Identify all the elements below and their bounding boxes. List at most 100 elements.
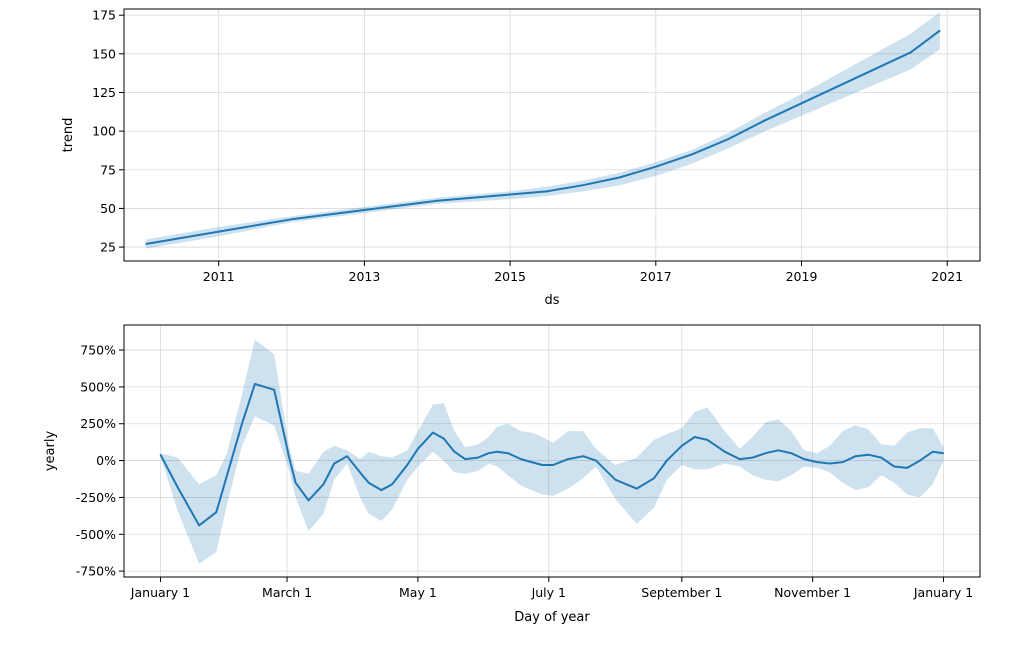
x-tick-label: 2013 bbox=[349, 269, 381, 284]
data-point bbox=[582, 455, 584, 457]
data-point bbox=[177, 486, 179, 488]
data-point bbox=[322, 483, 325, 485]
data-point bbox=[295, 482, 297, 484]
series-line bbox=[145, 29, 941, 245]
data-point bbox=[218, 231, 220, 233]
data-point bbox=[681, 445, 683, 447]
data-point bbox=[939, 30, 941, 32]
data-point bbox=[582, 184, 584, 186]
y-tick-label: 75 bbox=[100, 162, 116, 177]
plot-frame bbox=[123, 324, 981, 578]
data-point bbox=[893, 465, 895, 468]
data-point bbox=[541, 464, 543, 466]
x-axis-label: ds bbox=[544, 293, 559, 308]
data-point bbox=[346, 455, 348, 457]
data-point bbox=[496, 451, 498, 453]
data-point bbox=[368, 482, 370, 484]
data-point bbox=[198, 524, 200, 527]
x-tick-label: 2015 bbox=[494, 269, 526, 284]
y-tick-label: 0% bbox=[96, 453, 116, 468]
data-point bbox=[829, 462, 831, 465]
series-line bbox=[159, 382, 944, 527]
data-point bbox=[288, 457, 290, 459]
data-point bbox=[432, 432, 434, 434]
data-point bbox=[159, 454, 162, 456]
x-tick-label: 2011 bbox=[203, 269, 235, 284]
data-point bbox=[653, 477, 655, 479]
data-point bbox=[226, 474, 228, 476]
data-point bbox=[391, 483, 393, 485]
data-point bbox=[477, 457, 479, 459]
x-axis-label: Day of year bbox=[514, 610, 590, 625]
data-point bbox=[942, 452, 945, 454]
uncertainty-band bbox=[160, 339, 944, 564]
y-tick-label: 25 bbox=[100, 240, 116, 255]
data-point bbox=[636, 488, 638, 490]
x-tick-label: 2017 bbox=[640, 269, 672, 284]
x-tick-label: January 1 bbox=[913, 585, 973, 600]
y-tick-label: -500% bbox=[76, 527, 116, 542]
trend-panel: 2011 2013 2015 2017 2019 2021 25 50 75 100 125 150 1… bbox=[61, 8, 981, 308]
data-point bbox=[436, 200, 438, 202]
data-point bbox=[919, 460, 921, 462]
data-point bbox=[790, 452, 792, 454]
data-point bbox=[241, 423, 243, 425]
data-point bbox=[816, 461, 818, 463]
data-point bbox=[464, 458, 466, 460]
data-point bbox=[453, 451, 455, 453]
x-tick-label: 2019 bbox=[786, 269, 818, 284]
data-point bbox=[552, 464, 554, 466]
data-point bbox=[363, 209, 365, 211]
data-point bbox=[764, 452, 767, 454]
data-point bbox=[867, 454, 870, 456]
data-point bbox=[145, 243, 147, 245]
data-point bbox=[842, 461, 844, 463]
data-point bbox=[507, 452, 509, 454]
y-tick-label: 150 bbox=[92, 46, 116, 61]
data-point bbox=[932, 451, 934, 453]
data-point bbox=[291, 218, 293, 220]
data-point bbox=[273, 389, 275, 391]
x-tick-label: 2021 bbox=[931, 269, 963, 284]
data-point bbox=[595, 460, 597, 462]
data-point bbox=[800, 102, 803, 104]
x-tick-label: July 1 bbox=[531, 585, 566, 600]
data-point bbox=[333, 462, 335, 465]
data-point bbox=[406, 464, 408, 466]
y-tick-label: 175 bbox=[92, 8, 116, 23]
y-tick-label: 750% bbox=[80, 343, 116, 358]
data-point bbox=[803, 458, 805, 460]
y-tick-label: 100 bbox=[92, 124, 116, 139]
data-point bbox=[764, 119, 766, 121]
data-point bbox=[520, 458, 522, 460]
data-point bbox=[739, 458, 741, 460]
data-point bbox=[380, 489, 382, 491]
y-tick-label: 125 bbox=[92, 85, 116, 100]
uncertainty-band bbox=[145, 12, 940, 249]
y-tick-label: -250% bbox=[76, 490, 116, 505]
yearly-panel: January 1 March 1 May 1 July 1 September 1 No… bbox=[43, 324, 981, 625]
data-point bbox=[618, 176, 621, 179]
data-point bbox=[545, 190, 548, 192]
y-tick-label: 250% bbox=[80, 416, 116, 431]
data-point bbox=[307, 499, 310, 501]
data-point bbox=[666, 460, 668, 462]
y-tick-label: 50 bbox=[100, 201, 116, 216]
data-point bbox=[614, 479, 616, 481]
data-point bbox=[910, 51, 912, 53]
data-point bbox=[694, 436, 696, 438]
data-point bbox=[509, 193, 511, 196]
y-axis-label: yearly bbox=[43, 431, 58, 472]
data-point bbox=[724, 451, 726, 453]
data-point bbox=[873, 68, 876, 70]
data-point bbox=[706, 439, 709, 441]
data-point bbox=[215, 511, 217, 513]
data-point bbox=[880, 457, 882, 459]
data-point bbox=[777, 449, 779, 451]
data-point bbox=[855, 455, 857, 457]
x-tick-label: November 1 bbox=[774, 585, 851, 600]
data-point bbox=[906, 467, 908, 469]
data-point bbox=[531, 461, 533, 463]
data-point bbox=[488, 452, 490, 454]
